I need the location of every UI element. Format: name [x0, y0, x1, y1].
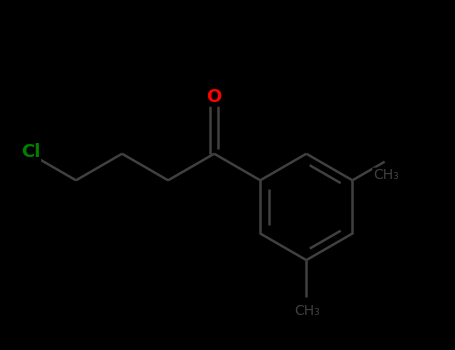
Text: Cl: Cl [21, 144, 40, 161]
Text: CH₃: CH₃ [373, 168, 399, 182]
Text: CH₃: CH₃ [294, 304, 320, 318]
Text: O: O [207, 88, 222, 106]
